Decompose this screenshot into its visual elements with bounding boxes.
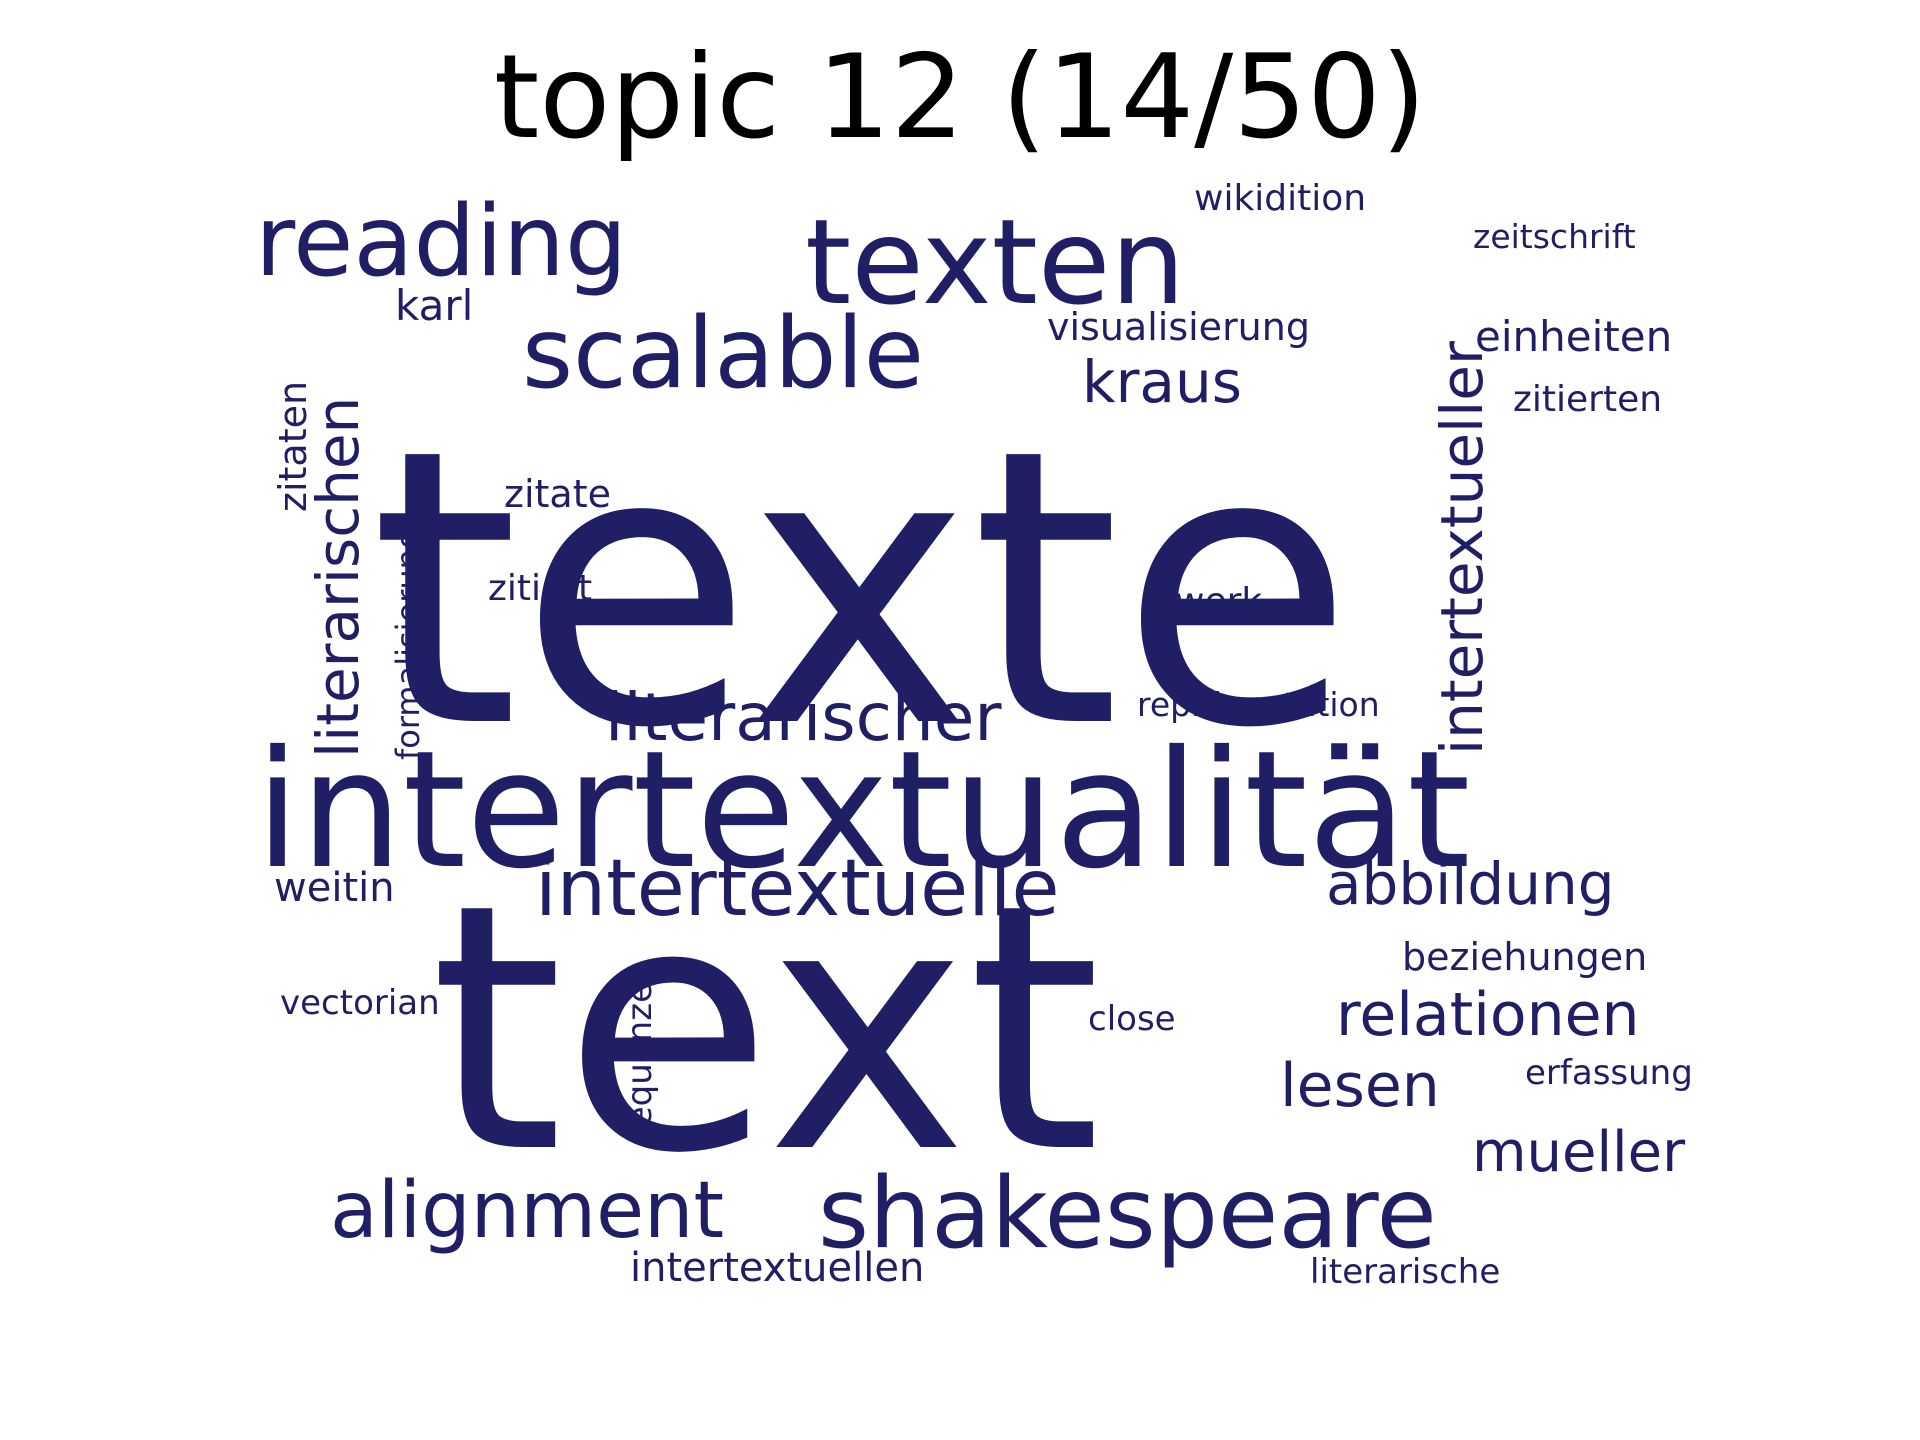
word-formalisierung: formalisierung (389, 528, 427, 760)
word-visualisierung: visualisierung (1047, 305, 1310, 349)
word-shakespeare: shakespeare (818, 1157, 1437, 1271)
word-intertextueller: intertextueller (1428, 341, 1496, 755)
word-wikidition: wikidition (1194, 178, 1367, 219)
word-erfassung: erfassung (1525, 1053, 1693, 1093)
word-intertextuellen: intertextuellen (630, 1245, 925, 1291)
word-texten: texten (805, 193, 1186, 331)
word-mueller: mueller (1472, 1120, 1686, 1185)
word-weitin: weitin (274, 865, 395, 911)
word-werk: werk (1175, 581, 1263, 622)
word-karl: karl (395, 281, 474, 330)
word-beziehungen: beziehungen (1402, 935, 1648, 979)
word-reading: reading (255, 185, 628, 299)
word-zitaten: zitaten (271, 380, 315, 512)
chart-title: topic 12 (14/50) (493, 30, 1427, 165)
word-zitiert: zitiert (488, 568, 593, 609)
word-text: text (430, 832, 1102, 1228)
word-literarischen: literarischen (304, 396, 372, 758)
word-vectorian: vectorian (280, 983, 440, 1023)
word-einheiten: einheiten (1475, 312, 1673, 361)
word-texte: texte (370, 368, 1354, 811)
word-repraesentation: repräsentation (1137, 685, 1380, 724)
word-zitierten: zitierten (1513, 379, 1663, 420)
word-sequenzen: sequenzen (620, 960, 660, 1145)
word-literarischer: literarischer (605, 679, 1002, 756)
word-abbildung: abbildung (1326, 850, 1615, 918)
word-relationen: relationen (1336, 980, 1640, 1050)
word-kraus: kraus (1082, 348, 1242, 416)
word-cloud: texte text intertextualität texten readi… (250, 170, 1750, 1310)
word-scalable: scalable (522, 297, 925, 411)
word-zeitschrift: zeitschrift (1473, 217, 1636, 256)
word-intertextuelle: intertextuelle (535, 844, 1060, 934)
word-literarische: literarische (1310, 1252, 1501, 1292)
word-close: close (1088, 999, 1176, 1039)
word-lesen: lesen (1280, 1051, 1440, 1121)
word-alignment: alignment (330, 1166, 725, 1256)
word-zitate: zitate (504, 472, 611, 516)
word-intertextualitaet: intertextualität (255, 717, 1471, 905)
